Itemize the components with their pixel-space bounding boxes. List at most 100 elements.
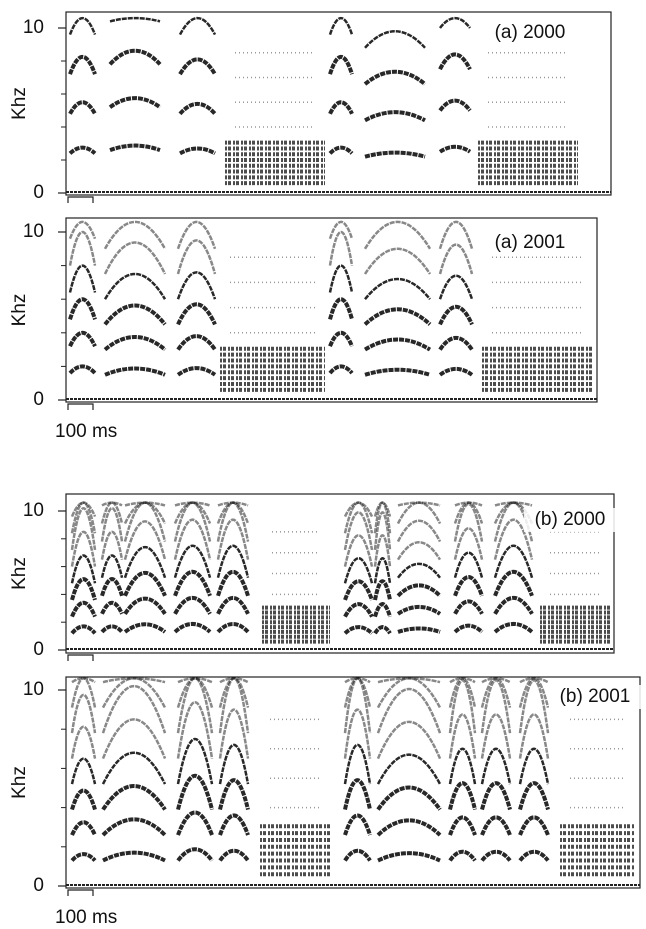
harmonic: [70, 530, 97, 567]
harmonic: [453, 575, 484, 597]
harmonic: [103, 220, 167, 250]
harmonic: [70, 725, 97, 759]
spectrogram: [66, 501, 614, 650]
harmonic: [376, 818, 442, 837]
harmonic: [448, 815, 477, 836]
harmonic: [71, 676, 96, 684]
harmonic: [102, 676, 166, 684]
harmonic: [173, 595, 212, 615]
y-axis-label: Khz: [9, 766, 30, 799]
harmonic: [216, 595, 250, 615]
harmonic: [123, 545, 167, 579]
harmonic: [373, 602, 392, 618]
harmonic: [453, 503, 484, 542]
harmonic: [103, 335, 167, 352]
harmonic: [218, 778, 250, 811]
harmonic: [448, 679, 477, 734]
harmonic: [100, 624, 124, 634]
harmonic: [343, 557, 374, 584]
harmonic: [453, 599, 484, 615]
harmonic: [101, 817, 167, 837]
harmonic: [173, 544, 212, 579]
harmonic: [438, 243, 474, 275]
harmonic: [493, 544, 534, 579]
harmonic: [123, 571, 167, 597]
harmonic: [480, 713, 512, 759]
harmonic: [123, 520, 167, 560]
harmonic: [397, 562, 441, 579]
harmonic: [70, 624, 97, 635]
harmonic: [376, 688, 442, 734]
harmonic: [448, 747, 477, 785]
scale-bar: [67, 654, 94, 661]
harmonic: [108, 48, 162, 66]
harmonic: [438, 52, 472, 71]
harmonic: [493, 621, 534, 634]
harmonic: [343, 534, 374, 567]
harmonic: [70, 820, 97, 836]
harmonic: [216, 518, 250, 560]
harmonic: [173, 501, 212, 524]
harmonic: [123, 596, 167, 615]
harmonic: [364, 367, 431, 377]
harmonic: [364, 150, 426, 159]
harmonic: [439, 16, 471, 29]
harmonic: [493, 595, 534, 615]
harmonic: [70, 852, 97, 862]
harmonic: [101, 677, 167, 709]
harmonic: [328, 54, 354, 75]
harmonic: [453, 623, 484, 634]
harmonic: [328, 330, 354, 348]
harmonic: [373, 501, 392, 517]
harmonic: [176, 334, 217, 351]
panel-annotation: (a) 2001: [495, 232, 566, 253]
harmonic: [397, 626, 441, 634]
harmonic: [101, 751, 167, 785]
harmonic: [343, 602, 374, 618]
harmonic: [518, 815, 550, 836]
harmonic: [219, 676, 249, 684]
harmonic: [174, 501, 211, 507]
harmonic: [104, 366, 166, 377]
harmonic: [103, 241, 167, 275]
harmonic: [438, 304, 474, 326]
harmonic: [397, 501, 441, 507]
harmonic: [218, 813, 250, 836]
harmonic: [218, 677, 250, 734]
harmonic: [343, 813, 372, 836]
harmonic: [373, 625, 392, 635]
harmonic: [396, 583, 442, 598]
harmonic: [328, 145, 354, 155]
harmonic: [438, 98, 472, 112]
harmonic: [376, 720, 442, 760]
y-tick-label: 0: [33, 182, 44, 203]
panel: 0 10 Khz (b) 2001 100 ms: [9, 676, 643, 928]
scale-bar: [67, 196, 94, 203]
harmonic: [438, 144, 472, 154]
panel: 0 10 Khz (a) 2001 100 ms: [9, 217, 598, 442]
harmonic: [217, 501, 249, 507]
harmonic: [101, 718, 167, 760]
harmonic: [343, 625, 374, 635]
panel-annotation: (b) 2000: [535, 509, 606, 530]
harmonic: [101, 784, 167, 811]
harmonic: [70, 676, 97, 708]
harmonic: [518, 747, 550, 785]
harmonic: [343, 579, 374, 601]
plot-frame: [65, 217, 598, 403]
harmonic: [328, 220, 354, 240]
harmonic: [100, 554, 124, 578]
harmonic: [438, 335, 474, 351]
harmonic: [68, 220, 97, 240]
harmonic: [70, 554, 97, 584]
harmonic: [396, 519, 442, 543]
y-axis-label: Khz: [9, 557, 30, 590]
harmonic: [449, 676, 476, 684]
harmonic: [124, 501, 166, 507]
harmonic: [176, 847, 214, 862]
harmonic: [376, 753, 442, 785]
harmonic: [68, 264, 97, 293]
y-tick-label: 10: [23, 679, 44, 700]
scale-label: 100 ms: [55, 907, 117, 928]
harmonic: [176, 220, 217, 250]
